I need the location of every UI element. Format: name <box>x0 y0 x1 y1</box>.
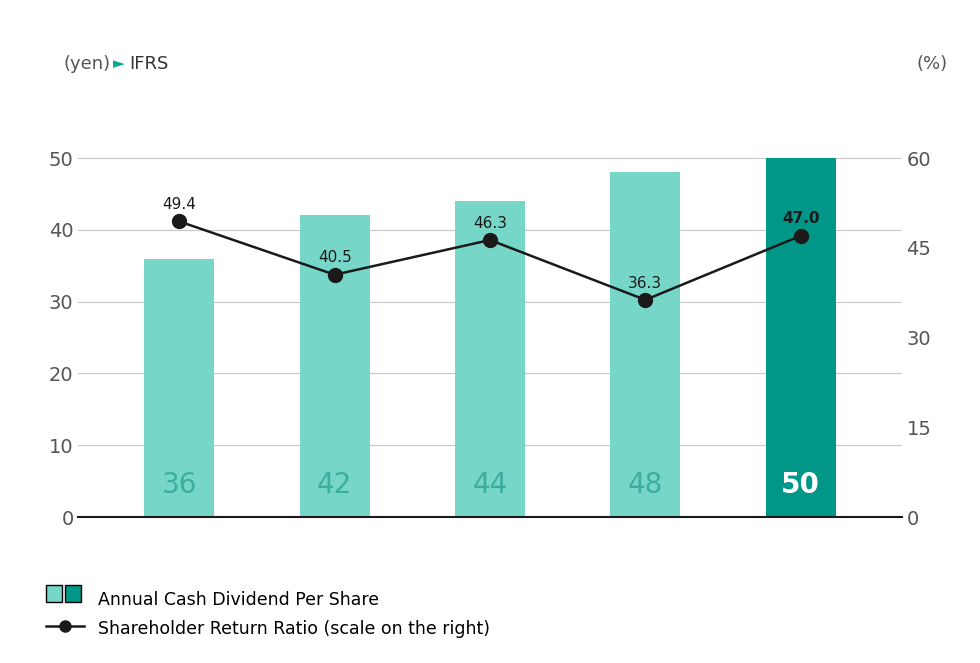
Bar <box>455 201 525 517</box>
Text: (%): (%) <box>916 55 948 73</box>
Text: 40.5: 40.5 <box>318 251 352 265</box>
Bar <box>765 158 836 517</box>
Text: 47.0: 47.0 <box>782 211 819 227</box>
Text: IFRS: IFRS <box>129 55 169 73</box>
Text: 50: 50 <box>781 471 820 499</box>
Text: 44: 44 <box>472 471 508 499</box>
Text: (yen): (yen) <box>64 55 111 73</box>
Bar <box>144 259 215 517</box>
Text: 48: 48 <box>628 471 662 499</box>
Bar <box>300 215 369 517</box>
Text: 46.3: 46.3 <box>473 215 507 231</box>
Text: 49.4: 49.4 <box>163 197 196 212</box>
Bar <box>611 172 680 517</box>
Text: 36: 36 <box>162 471 197 499</box>
Legend: Annual Cash Dividend Per Share, Shareholder Return Ratio (scale on the right): Annual Cash Dividend Per Share, Sharehol… <box>46 591 490 638</box>
Text: ►: ► <box>113 56 124 71</box>
Text: 42: 42 <box>318 471 352 499</box>
Text: 36.3: 36.3 <box>628 276 662 290</box>
